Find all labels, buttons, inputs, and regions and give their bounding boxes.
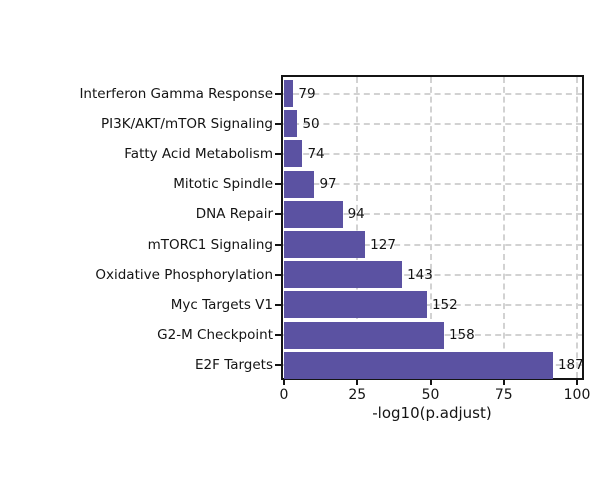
bar-value-label: 187 (557, 357, 584, 374)
x-axis-tick-label: 25 (348, 387, 367, 403)
plot-area: 79 50 74 97 94 127 143 152 158 187 (281, 75, 584, 380)
grid-line-horizontal (283, 273, 582, 276)
y-axis-tick (275, 334, 281, 337)
x-axis-tick (576, 380, 578, 385)
y-axis-category-label: Myc Targets V1 (170, 296, 273, 313)
bar-value-label: 143 (407, 266, 433, 283)
x-axis-tick-label: 0 (279, 387, 289, 403)
y-axis-category-label: G2-M Checkpoint (157, 327, 273, 344)
y-axis-category-label: PI3K/AKT/mTOR Signaling (101, 115, 273, 132)
bar-value-label: 152 (431, 296, 458, 313)
bar (284, 200, 343, 228)
bar (284, 140, 303, 168)
bar (284, 110, 298, 138)
x-axis-tick-label: 50 (421, 387, 440, 403)
bar-value-label: 127 (370, 236, 396, 253)
x-axis-tick (502, 380, 505, 385)
y-axis-tick (275, 152, 281, 155)
y-axis-tick (275, 92, 281, 95)
grid-line-horizontal (283, 243, 582, 246)
y-axis-tick (275, 273, 281, 276)
grid-line-horizontal (283, 213, 582, 216)
bar-value-label: 74 (307, 145, 325, 162)
grid-line-vertical (356, 77, 359, 378)
y-axis-category-label: Interferon Gamma Response (79, 85, 273, 102)
y-axis-tick (275, 243, 281, 246)
y-axis-category-label: E2F Targets (195, 357, 273, 374)
bar (284, 231, 366, 258)
y-axis-tick (275, 213, 281, 216)
bar-value-label: 94 (347, 206, 365, 223)
x-axis-tick (429, 380, 432, 385)
grid-line-horizontal (283, 303, 582, 306)
x-axis-tick (356, 380, 359, 385)
bar (284, 261, 403, 289)
y-axis-category-label: Oxidative Phosphorylation (95, 266, 273, 283)
bar-value-label: 97 (319, 176, 337, 193)
grid-line-horizontal (283, 183, 582, 186)
y-axis-tick (275, 303, 281, 306)
y-axis-tick (275, 364, 281, 367)
grid-line-horizontal (283, 152, 582, 155)
y-axis-category-label: Fatty Acid Metabolism (124, 145, 273, 162)
bar (284, 351, 553, 379)
y-axis-tick (275, 122, 281, 125)
x-axis-tick (283, 380, 285, 385)
x-axis-tick-label: 100 (563, 387, 591, 403)
bar (284, 321, 444, 349)
bar-value-label: 79 (298, 85, 316, 102)
bar (284, 170, 315, 198)
bar-value-label: 50 (302, 115, 320, 132)
grid-line-vertical (429, 77, 432, 378)
bar (284, 80, 294, 107)
x-axis-title: -log10(p.adjust) (372, 404, 492, 422)
grid-line-vertical (502, 77, 505, 378)
x-axis-tick-label: 75 (494, 387, 513, 403)
bar (284, 291, 427, 319)
bar-value-label: 158 (448, 327, 475, 344)
y-axis-category-label: DNA Repair (195, 206, 273, 223)
grid-line-vertical (576, 77, 578, 378)
grid-line-horizontal (283, 92, 582, 95)
grid-line-horizontal (283, 122, 582, 125)
y-axis-category-label: Mitotic Spindle (173, 176, 273, 193)
y-axis-category-label: mTORC1 Signaling (147, 236, 273, 253)
y-axis-tick (275, 183, 281, 186)
